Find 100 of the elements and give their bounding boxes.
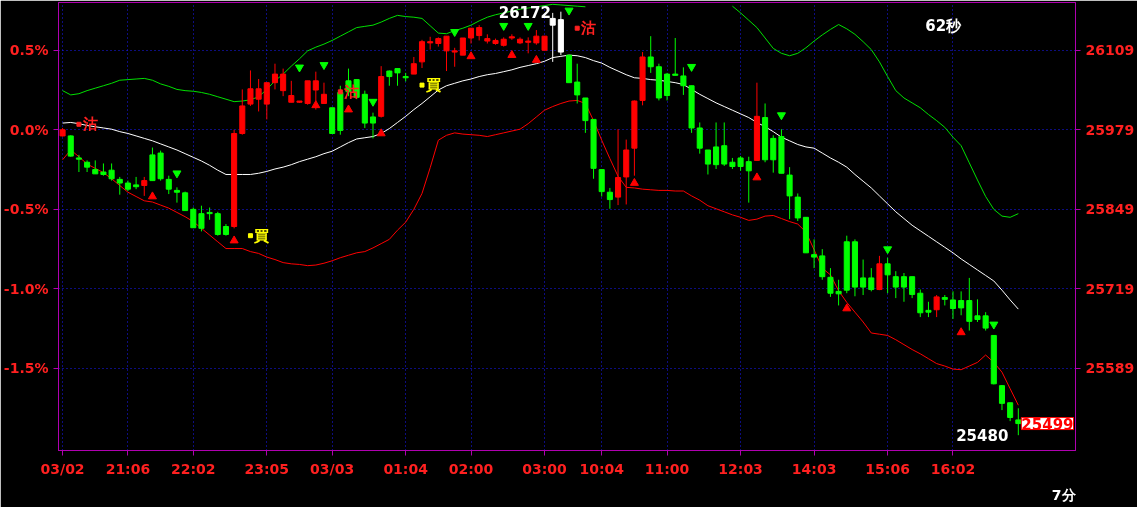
candlestick	[190, 207, 197, 229]
y2-tick-label: -1.5%	[3, 360, 49, 377]
candlestick	[369, 112, 377, 139]
candlestick	[75, 154, 82, 173]
candlestick	[909, 276, 916, 299]
y-tick-label: 25589	[1085, 360, 1135, 377]
data-label: 買	[253, 226, 270, 245]
candlestick	[721, 121, 728, 167]
candlestick	[917, 289, 924, 318]
point	[229, 235, 239, 244]
annotation: 25499	[1021, 415, 1074, 434]
y2-tick-label: 0.5%	[9, 42, 49, 59]
candlestick	[508, 33, 515, 41]
candlestick	[280, 68, 287, 97]
candlestick	[949, 290, 956, 320]
candlestick	[696, 121, 703, 155]
candlestick	[165, 175, 172, 195]
candlestick	[598, 169, 605, 198]
annotation: 25480	[956, 427, 1009, 446]
point	[883, 246, 893, 255]
point	[499, 22, 509, 31]
point	[687, 63, 697, 72]
point	[450, 29, 460, 37]
candlestick	[574, 63, 581, 104]
line-series	[62, 99, 1019, 406]
y2-tick-label: -0.5%	[3, 201, 49, 218]
point	[531, 54, 541, 63]
candlestick	[288, 80, 295, 103]
candlestick	[958, 290, 965, 316]
candlestick	[794, 192, 801, 222]
x-tick-label: 01:04	[383, 460, 429, 477]
text: 7分	[1051, 486, 1077, 503]
point	[319, 62, 329, 71]
candlestick	[998, 384, 1006, 411]
candlestick	[900, 272, 907, 303]
x-tick-label: 22:02	[171, 460, 216, 477]
y-tick-label: 26109	[1085, 42, 1135, 59]
x-tick-label: 23:05	[244, 460, 290, 477]
x-tick-label: 15:06	[865, 460, 910, 477]
candlestick	[933, 294, 940, 318]
candlestick	[786, 166, 793, 220]
point	[311, 100, 321, 109]
annotation: 62秒	[925, 16, 963, 35]
candlestick	[263, 82, 270, 120]
y2-tick-label: 0.0%	[9, 121, 49, 138]
candlestick	[713, 121, 720, 170]
x-tick-label: 12:03	[718, 460, 763, 477]
point	[343, 104, 353, 113]
candlestick	[198, 205, 205, 232]
point	[76, 121, 82, 127]
candlestick	[141, 176, 148, 197]
point	[172, 170, 182, 179]
candlestick	[271, 63, 278, 90]
candlestick	[418, 39, 426, 69]
candlestick	[811, 238, 818, 269]
point	[419, 82, 425, 88]
candlestick	[647, 35, 654, 74]
x-tick-label: 16:02	[930, 460, 976, 477]
x-tick-label: 21:06	[105, 460, 151, 477]
candlestick	[133, 176, 140, 190]
candlestick	[173, 186, 180, 204]
candlestick	[312, 71, 319, 111]
point	[989, 321, 999, 330]
candlestick	[860, 259, 867, 296]
point	[247, 233, 253, 239]
point	[294, 64, 304, 73]
point	[956, 327, 966, 336]
point	[376, 128, 386, 137]
point	[752, 172, 762, 181]
data-label: 沽	[580, 19, 597, 38]
candlestick	[320, 82, 328, 104]
candlestick	[615, 128, 622, 206]
candlestick	[214, 211, 221, 237]
x-tick-label: 03/02	[40, 460, 85, 477]
candlestick	[1007, 402, 1014, 422]
point	[337, 89, 343, 95]
candlestick	[680, 66, 687, 96]
data-label: 買	[425, 76, 442, 95]
x-tick-label: 11:00	[644, 460, 690, 477]
candlestick	[704, 149, 711, 175]
point	[842, 303, 852, 312]
x-tick-label: 02:00	[448, 460, 494, 477]
annotation: 26172	[498, 3, 551, 22]
x-tick-label: 03:00	[522, 460, 568, 477]
candlestick	[67, 134, 74, 158]
point	[574, 25, 580, 31]
x-tick-label: 10:04	[579, 460, 625, 477]
candlestick	[606, 187, 613, 210]
point	[523, 22, 533, 31]
candlestick	[672, 37, 679, 76]
y-tick-label: 25849	[1085, 201, 1135, 218]
point	[466, 51, 476, 60]
point	[776, 112, 786, 121]
candlestick	[819, 248, 826, 281]
x-tick-label: 03/03	[310, 460, 355, 477]
candlestick	[892, 270, 899, 299]
candlestick	[966, 277, 973, 332]
candlestick	[770, 134, 777, 174]
y-tick-label: 25979	[1085, 121, 1135, 138]
point	[629, 177, 639, 186]
